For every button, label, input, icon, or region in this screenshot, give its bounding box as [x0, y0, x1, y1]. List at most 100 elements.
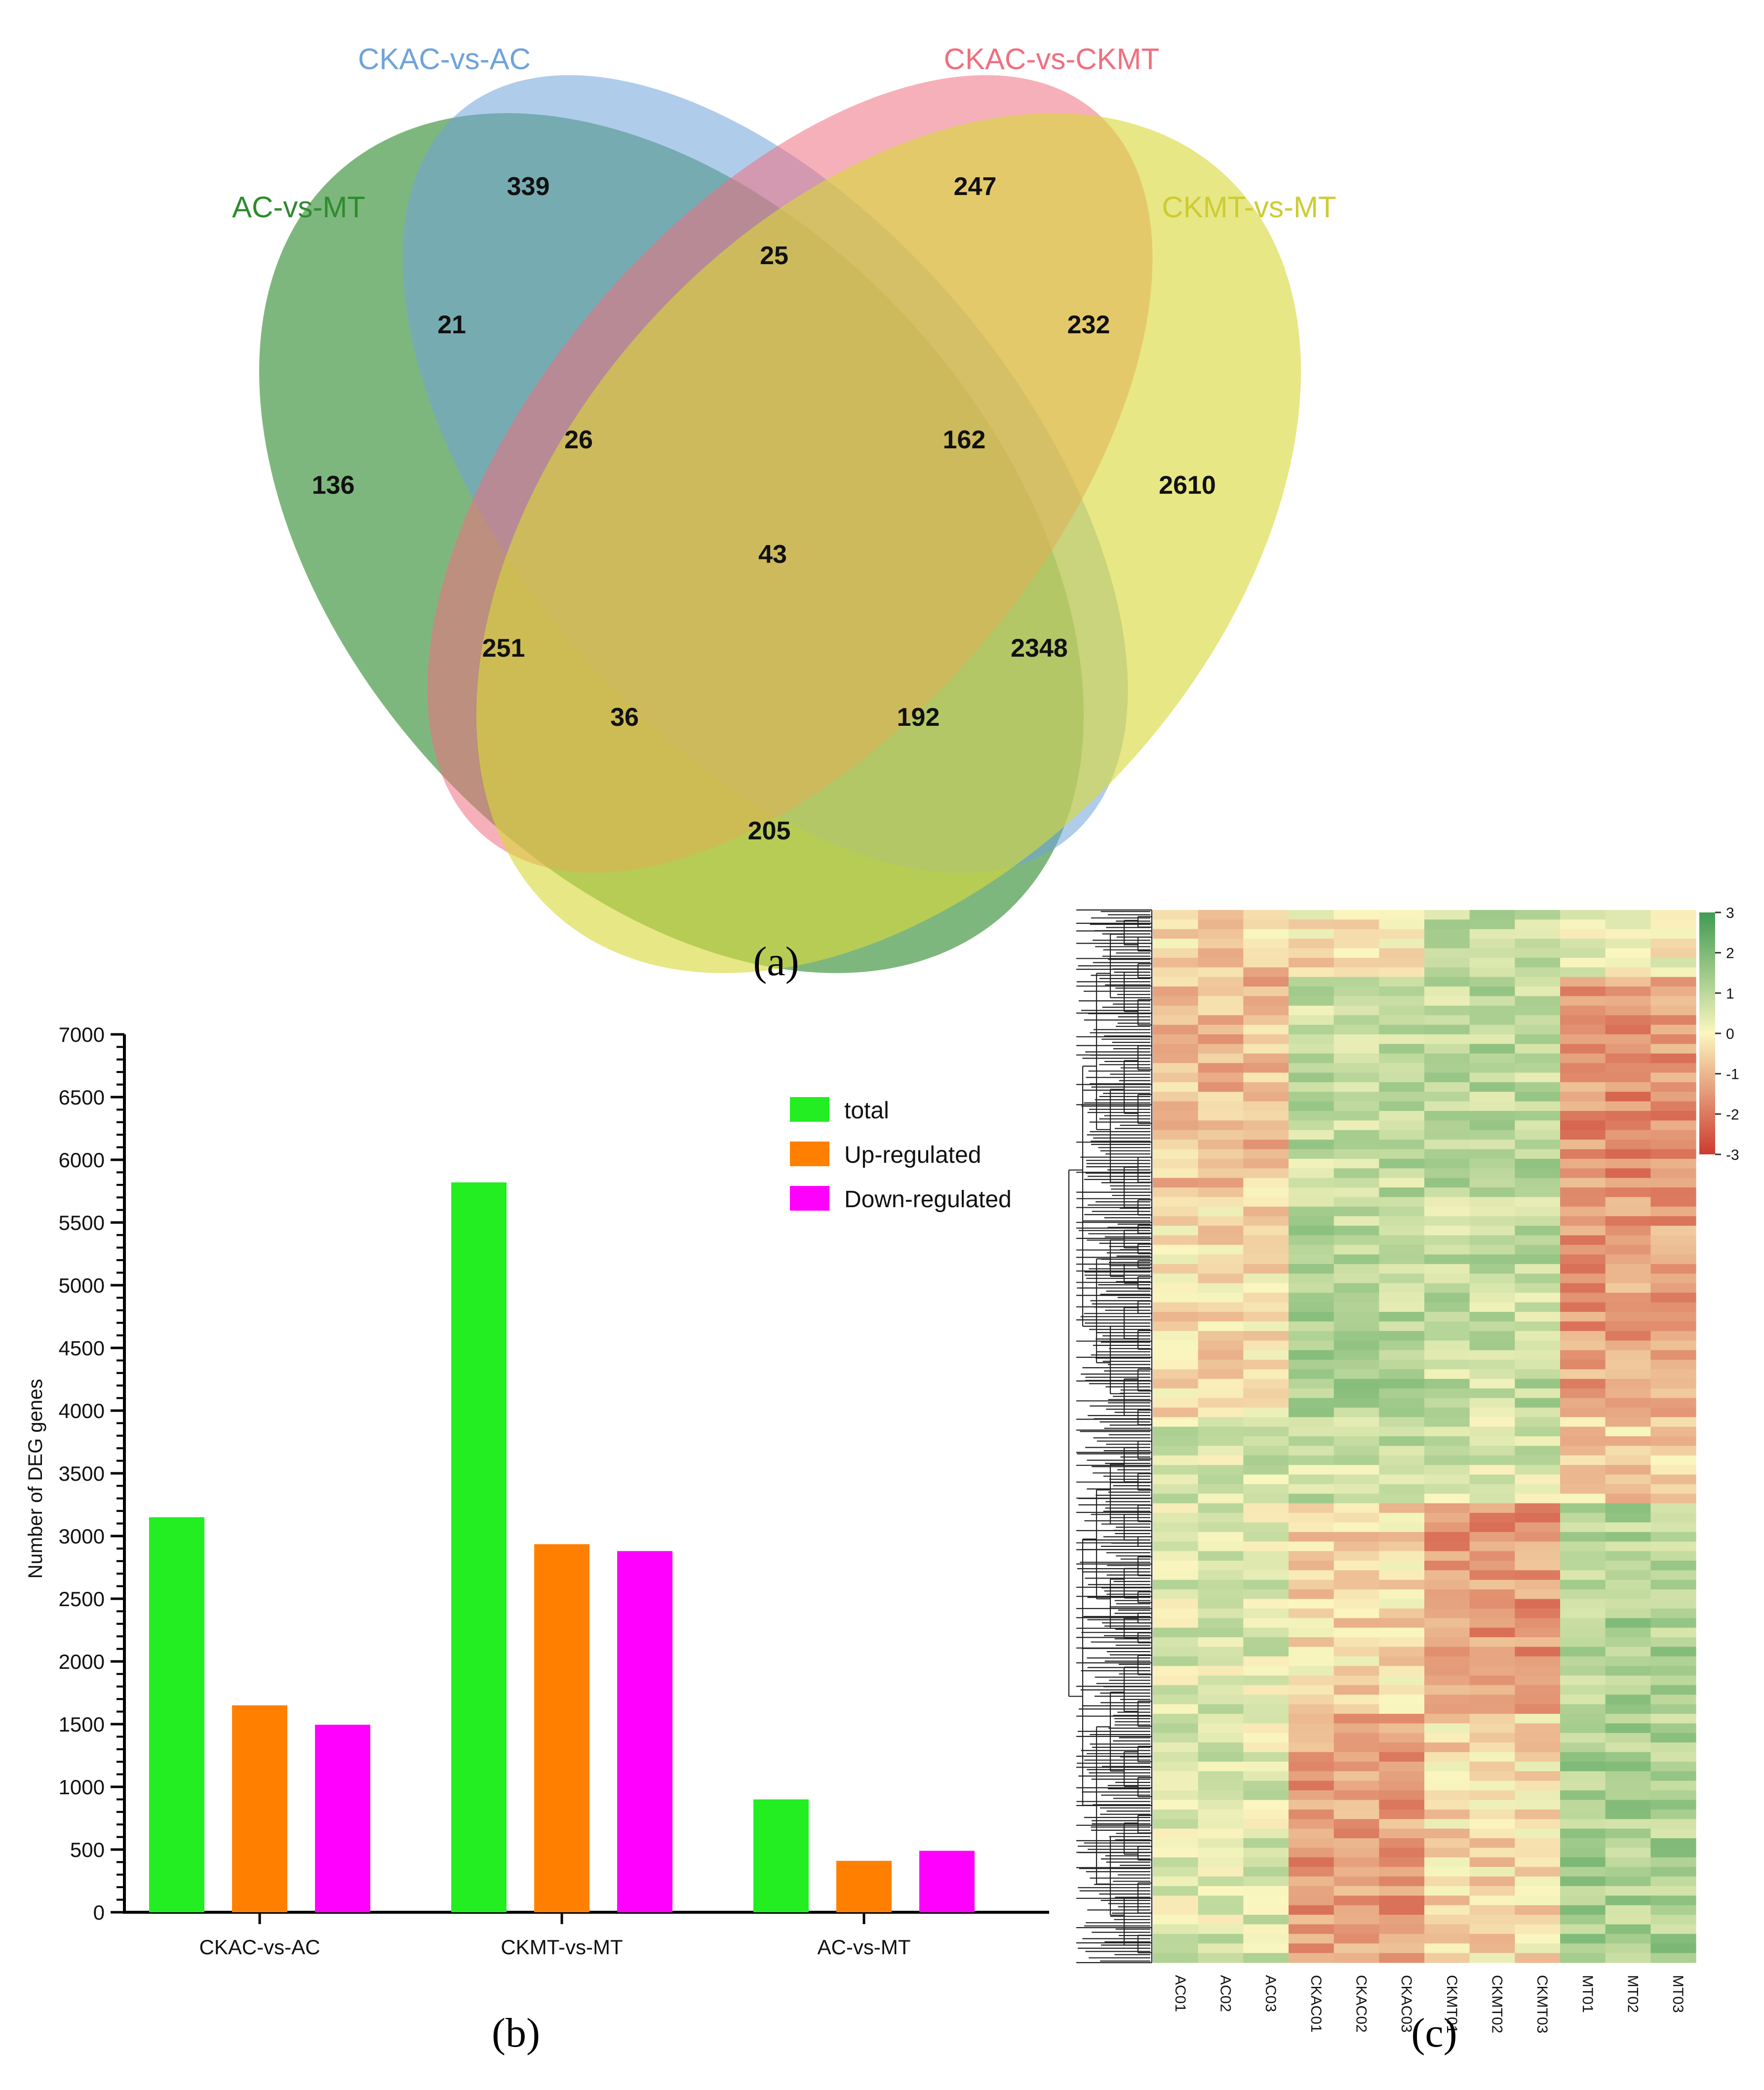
bar-down-regulated-ckmt-vs-mt: [617, 1551, 672, 1912]
heatmap-cell: [1424, 1225, 1470, 1236]
panel-label-b: (b): [492, 2010, 540, 2056]
bar-x-tick-label: AC-vs-MT: [818, 1935, 911, 1959]
heatmap-cell: [1243, 1685, 1289, 1695]
heatmap-cell: [1560, 1828, 1606, 1839]
heatmap-cell: [1333, 910, 1379, 920]
heatmap-cell: [1243, 1637, 1289, 1647]
heatmap-cell: [1198, 1168, 1244, 1179]
heatmap-cell: [1424, 1714, 1470, 1724]
heatmap-cell: [1333, 1293, 1379, 1303]
heatmap-cell: [1650, 1560, 1696, 1571]
heatmap-cell: [1333, 1579, 1379, 1590]
heatmap-cell: [1153, 1417, 1199, 1427]
heatmap-cell: [1379, 1379, 1425, 1389]
heatmap-cell: [1153, 1140, 1199, 1150]
heatmap-cell: [1515, 1876, 1561, 1887]
heatmap-cell: [1424, 1015, 1470, 1025]
bar-chart: 0 500 1000 1500 2000 2500 3000 3500 4000 4500 5000…: [25, 1023, 1049, 2056]
heatmap-cell: [1560, 1933, 1606, 1944]
heatmap-cell: [1198, 1101, 1244, 1111]
heatmap-cell: [1153, 1627, 1199, 1638]
heatmap-cell: [1424, 1331, 1470, 1341]
heatmap-cell: [1424, 1924, 1470, 1934]
heatmap-cell: [1153, 1752, 1199, 1762]
bar-x-axis: CKAC-vs-AC CKMT-vs-MT AC-vs-MT: [199, 1912, 910, 1959]
heatmap-cell: [1469, 1092, 1515, 1102]
heatmap-cell: [1560, 1082, 1606, 1092]
heatmap-column-label: AC03: [1262, 1975, 1279, 2012]
heatmap-cell: [1560, 1417, 1606, 1427]
heatmap-cell: [1153, 929, 1199, 939]
heatmap-cell: [1198, 1771, 1244, 1781]
heatmap-cell: [1650, 1695, 1696, 1705]
heatmap-cell: [1605, 1943, 1651, 1954]
heatmap-cell: [1153, 1570, 1199, 1580]
venn-count-ckmt-vs-mt-only: 2610: [1159, 471, 1216, 500]
heatmap-cell: [1153, 1742, 1199, 1753]
heatmap-cell: [1333, 1943, 1379, 1954]
heatmap-cell: [1153, 1264, 1199, 1274]
heatmap-cell: [1333, 1254, 1379, 1264]
heatmap-cell: [1469, 1656, 1515, 1666]
heatmap-cell: [1153, 1828, 1199, 1839]
heatmap-cell: [1605, 1015, 1651, 1025]
heatmap-cell: [1469, 1780, 1515, 1791]
heatmap-cell: [1243, 1838, 1289, 1849]
heatmap-cell: [1515, 1733, 1561, 1743]
heatmap-cell: [1515, 967, 1561, 978]
heatmap-cell: [1379, 1647, 1425, 1657]
heatmap-cell: [1469, 1072, 1515, 1083]
heatmap-cell: [1379, 1407, 1425, 1418]
heatmap-cell: [1198, 1761, 1244, 1772]
heatmap-cell: [1243, 1092, 1289, 1102]
venn-count-blue-red-yellow: 162: [943, 426, 986, 454]
heatmap-cell: [1469, 1388, 1515, 1399]
bar-y-axis: 0 500 1000 1500 2000 2500 3000 3500 4000 4500 5000…: [59, 1023, 1049, 1924]
heatmap-cell: [1605, 1446, 1651, 1456]
heatmap-cell: [1424, 1618, 1470, 1628]
heatmap-cell: [1605, 986, 1651, 997]
heatmap-cell: [1379, 1312, 1425, 1322]
heatmap-cell: [1153, 1685, 1199, 1695]
heatmap-cell: [1289, 1828, 1334, 1839]
heatmap-cell: [1198, 1695, 1244, 1705]
heatmap-cell: [1289, 1647, 1334, 1657]
heatmap-cell: [1379, 1666, 1425, 1676]
heatmap-cell: [1560, 1072, 1606, 1083]
heatmap-cell: [1469, 1025, 1515, 1035]
heatmap-cell: [1469, 1331, 1515, 1341]
bar-y-tick-label: 1000: [59, 1775, 105, 1799]
heatmap-cell: [1515, 1407, 1561, 1418]
heatmap-cell: [1560, 1541, 1606, 1552]
heatmap-cell: [1650, 1388, 1696, 1399]
heatmap-cell: [1650, 1436, 1696, 1446]
heatmap-cell: [1153, 1321, 1199, 1332]
heatmap-cell: [1560, 1761, 1606, 1772]
heatmap-cell: [1333, 1513, 1379, 1523]
heatmap-cell: [1424, 939, 1470, 949]
heatmap-cell: [1333, 1780, 1379, 1791]
heatmap-cell: [1243, 1819, 1289, 1829]
heatmap-cell: [1153, 1034, 1199, 1044]
heatmap-cell: [1650, 1216, 1696, 1226]
heatmap-cell: [1198, 1283, 1244, 1293]
heatmap-cell: [1515, 1341, 1561, 1351]
heatmap-cell: [1650, 1924, 1696, 1934]
heatmap-cell: [1515, 1178, 1561, 1188]
heatmap-cell: [1424, 1790, 1470, 1801]
heatmap-cell: [1333, 1187, 1379, 1198]
heatmap-cell: [1560, 1063, 1606, 1073]
heatmap-cell: [1650, 1283, 1696, 1293]
heatmap-cell: [1153, 1101, 1199, 1111]
heatmap-cell: [1515, 1379, 1561, 1389]
heatmap-cell: [1650, 1140, 1696, 1150]
heatmap-cell: [1333, 1101, 1379, 1111]
heatmap-cell: [1469, 1532, 1515, 1542]
heatmap-cell: [1333, 1015, 1379, 1025]
heatmap-cell: [1379, 1417, 1425, 1427]
heatmap-cell: [1333, 1225, 1379, 1236]
heatmap-cell: [1379, 1675, 1425, 1686]
heatmap-cell: [1469, 1494, 1515, 1504]
heatmap-cell: [1650, 1293, 1696, 1303]
heatmap-cell: [1243, 1675, 1289, 1686]
